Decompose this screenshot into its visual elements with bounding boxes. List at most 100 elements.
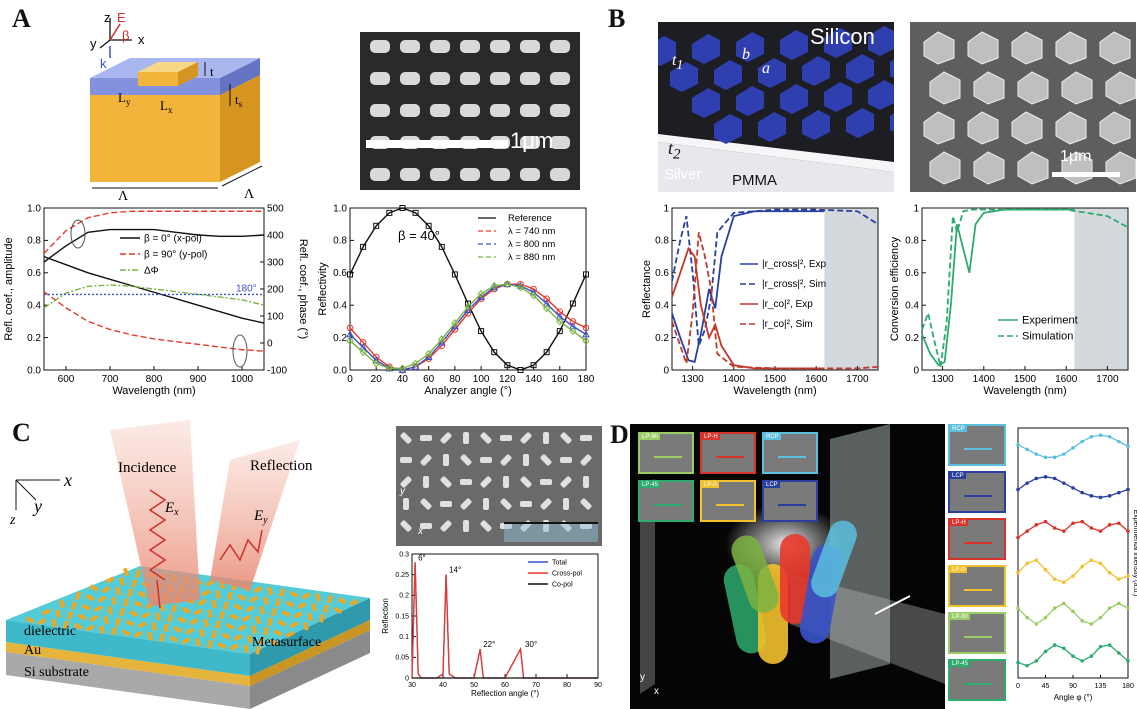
data-point bbox=[1089, 526, 1094, 530]
series-line bbox=[1017, 559, 1129, 584]
sem-nanorod bbox=[543, 432, 549, 444]
metasurface-nanorod bbox=[147, 631, 153, 641]
sem-nanorod bbox=[440, 520, 452, 532]
data-point bbox=[530, 362, 537, 369]
y-tick-label: 0.05 bbox=[395, 655, 409, 662]
data-point bbox=[1098, 561, 1103, 566]
metasurface-nanorod bbox=[243, 644, 249, 654]
data-point bbox=[1071, 654, 1075, 658]
polarization-tile-label: LP-90 bbox=[950, 614, 971, 620]
sem-nanorod bbox=[540, 454, 552, 466]
data-point bbox=[1117, 490, 1121, 495]
sem-nanorod bbox=[583, 476, 589, 488]
data-point bbox=[1080, 519, 1084, 524]
sem-nanobrick bbox=[550, 72, 570, 85]
data-point bbox=[1016, 606, 1020, 610]
metasurface-nanorod bbox=[75, 591, 81, 601]
legend-label: ΔΦ bbox=[144, 265, 159, 276]
shaded-region bbox=[824, 208, 878, 370]
metasurface-nanorod bbox=[195, 638, 201, 647]
metasurface-nanorod bbox=[245, 605, 255, 613]
data-point bbox=[1025, 529, 1029, 533]
series-line bbox=[349, 283, 587, 370]
sem-nanobrick bbox=[460, 168, 480, 181]
metasurface-nanorod bbox=[51, 618, 57, 628]
data-point bbox=[490, 281, 498, 290]
metasurface-nanorod bbox=[315, 593, 321, 602]
sem-nanobrick bbox=[400, 104, 420, 117]
data-point bbox=[1025, 481, 1029, 485]
metasurface-nanorod bbox=[263, 596, 269, 606]
metasurface-nanorod bbox=[63, 620, 69, 630]
sem-nanobrick bbox=[430, 72, 450, 85]
metasurface-nanorod bbox=[259, 606, 265, 615]
data-point bbox=[555, 312, 564, 320]
sem-nanobrick bbox=[460, 104, 480, 117]
sem-nanobrick bbox=[400, 72, 420, 85]
metasurface-nanorod bbox=[293, 611, 303, 619]
data-point bbox=[1098, 644, 1103, 649]
sem-nanobrick bbox=[460, 72, 480, 85]
data-point bbox=[1071, 486, 1075, 490]
sem-nanobrick bbox=[520, 168, 540, 181]
metasurface-nanorod bbox=[189, 617, 199, 626]
data-point bbox=[1034, 476, 1039, 481]
metasurface-nanorod bbox=[267, 617, 273, 626]
data-point bbox=[398, 364, 407, 373]
data-point bbox=[464, 302, 472, 311]
y-tick-label: 0.25 bbox=[395, 572, 409, 579]
metasurface-nanorod bbox=[101, 585, 111, 594]
data-point bbox=[1016, 487, 1020, 492]
legend-label: |r_co|², Sim bbox=[762, 319, 813, 330]
data-point bbox=[464, 306, 472, 314]
series-line bbox=[1017, 602, 1129, 625]
ex-label: Ex bbox=[164, 500, 179, 518]
data-point bbox=[1107, 434, 1112, 439]
silicon-nanobrick bbox=[670, 62, 698, 92]
sem-nanorod bbox=[420, 454, 432, 466]
data-point bbox=[477, 293, 485, 301]
metasurface-nanorod bbox=[211, 599, 217, 609]
sem-nanostructure bbox=[929, 71, 961, 105]
sem-nanorod bbox=[420, 523, 432, 529]
metasurface-nanorod bbox=[133, 630, 143, 639]
metasurface-nanorod bbox=[255, 646, 261, 655]
metasurface-nanorod bbox=[137, 590, 147, 599]
metasurface-nanorod bbox=[289, 621, 299, 629]
metasurface-nanorod bbox=[119, 577, 125, 586]
x-tick-label: 0 bbox=[1016, 683, 1020, 690]
x-tick-label: 60 bbox=[423, 374, 435, 385]
data-point bbox=[556, 317, 564, 326]
data-point bbox=[1043, 475, 1048, 479]
data-point bbox=[529, 291, 538, 300]
panel-label-b: B bbox=[608, 4, 626, 33]
x-tick-label: 1000 bbox=[231, 374, 254, 385]
legend-label: Cross-pol bbox=[552, 570, 582, 577]
data-point bbox=[1071, 609, 1075, 614]
sem-nanorod bbox=[460, 479, 472, 485]
data-point bbox=[583, 271, 589, 278]
panel-a-schematic: z E β x y k t ts Ly Lx Λ Λ bbox=[90, 10, 263, 200]
polarization-tile: RCP bbox=[762, 432, 818, 474]
y2-tick-label: -100 bbox=[267, 365, 287, 376]
metasurface-nanorod bbox=[241, 614, 251, 623]
legend-label: Simulation bbox=[1022, 331, 1073, 343]
t2-label: t2 bbox=[668, 138, 681, 163]
sem-nanorod bbox=[420, 435, 432, 441]
data-point bbox=[451, 271, 458, 278]
data-point bbox=[1043, 649, 1048, 654]
metasurface-nanorod bbox=[237, 624, 247, 632]
series-line bbox=[671, 208, 879, 347]
data-point bbox=[1052, 526, 1057, 530]
ly-label: Ly bbox=[118, 90, 131, 107]
data-point bbox=[1107, 523, 1112, 527]
data-point bbox=[1043, 567, 1048, 572]
metasurface-nanorod bbox=[159, 633, 165, 642]
metasurface-nanorod bbox=[201, 589, 211, 597]
data-point bbox=[1052, 476, 1057, 481]
polarization-tile-bar bbox=[964, 636, 992, 638]
data-point bbox=[373, 222, 380, 229]
x-tick-label: 50 bbox=[470, 682, 478, 689]
metasurface-nanorod bbox=[271, 607, 277, 617]
polarization-tile: LP-45 bbox=[948, 659, 1006, 701]
